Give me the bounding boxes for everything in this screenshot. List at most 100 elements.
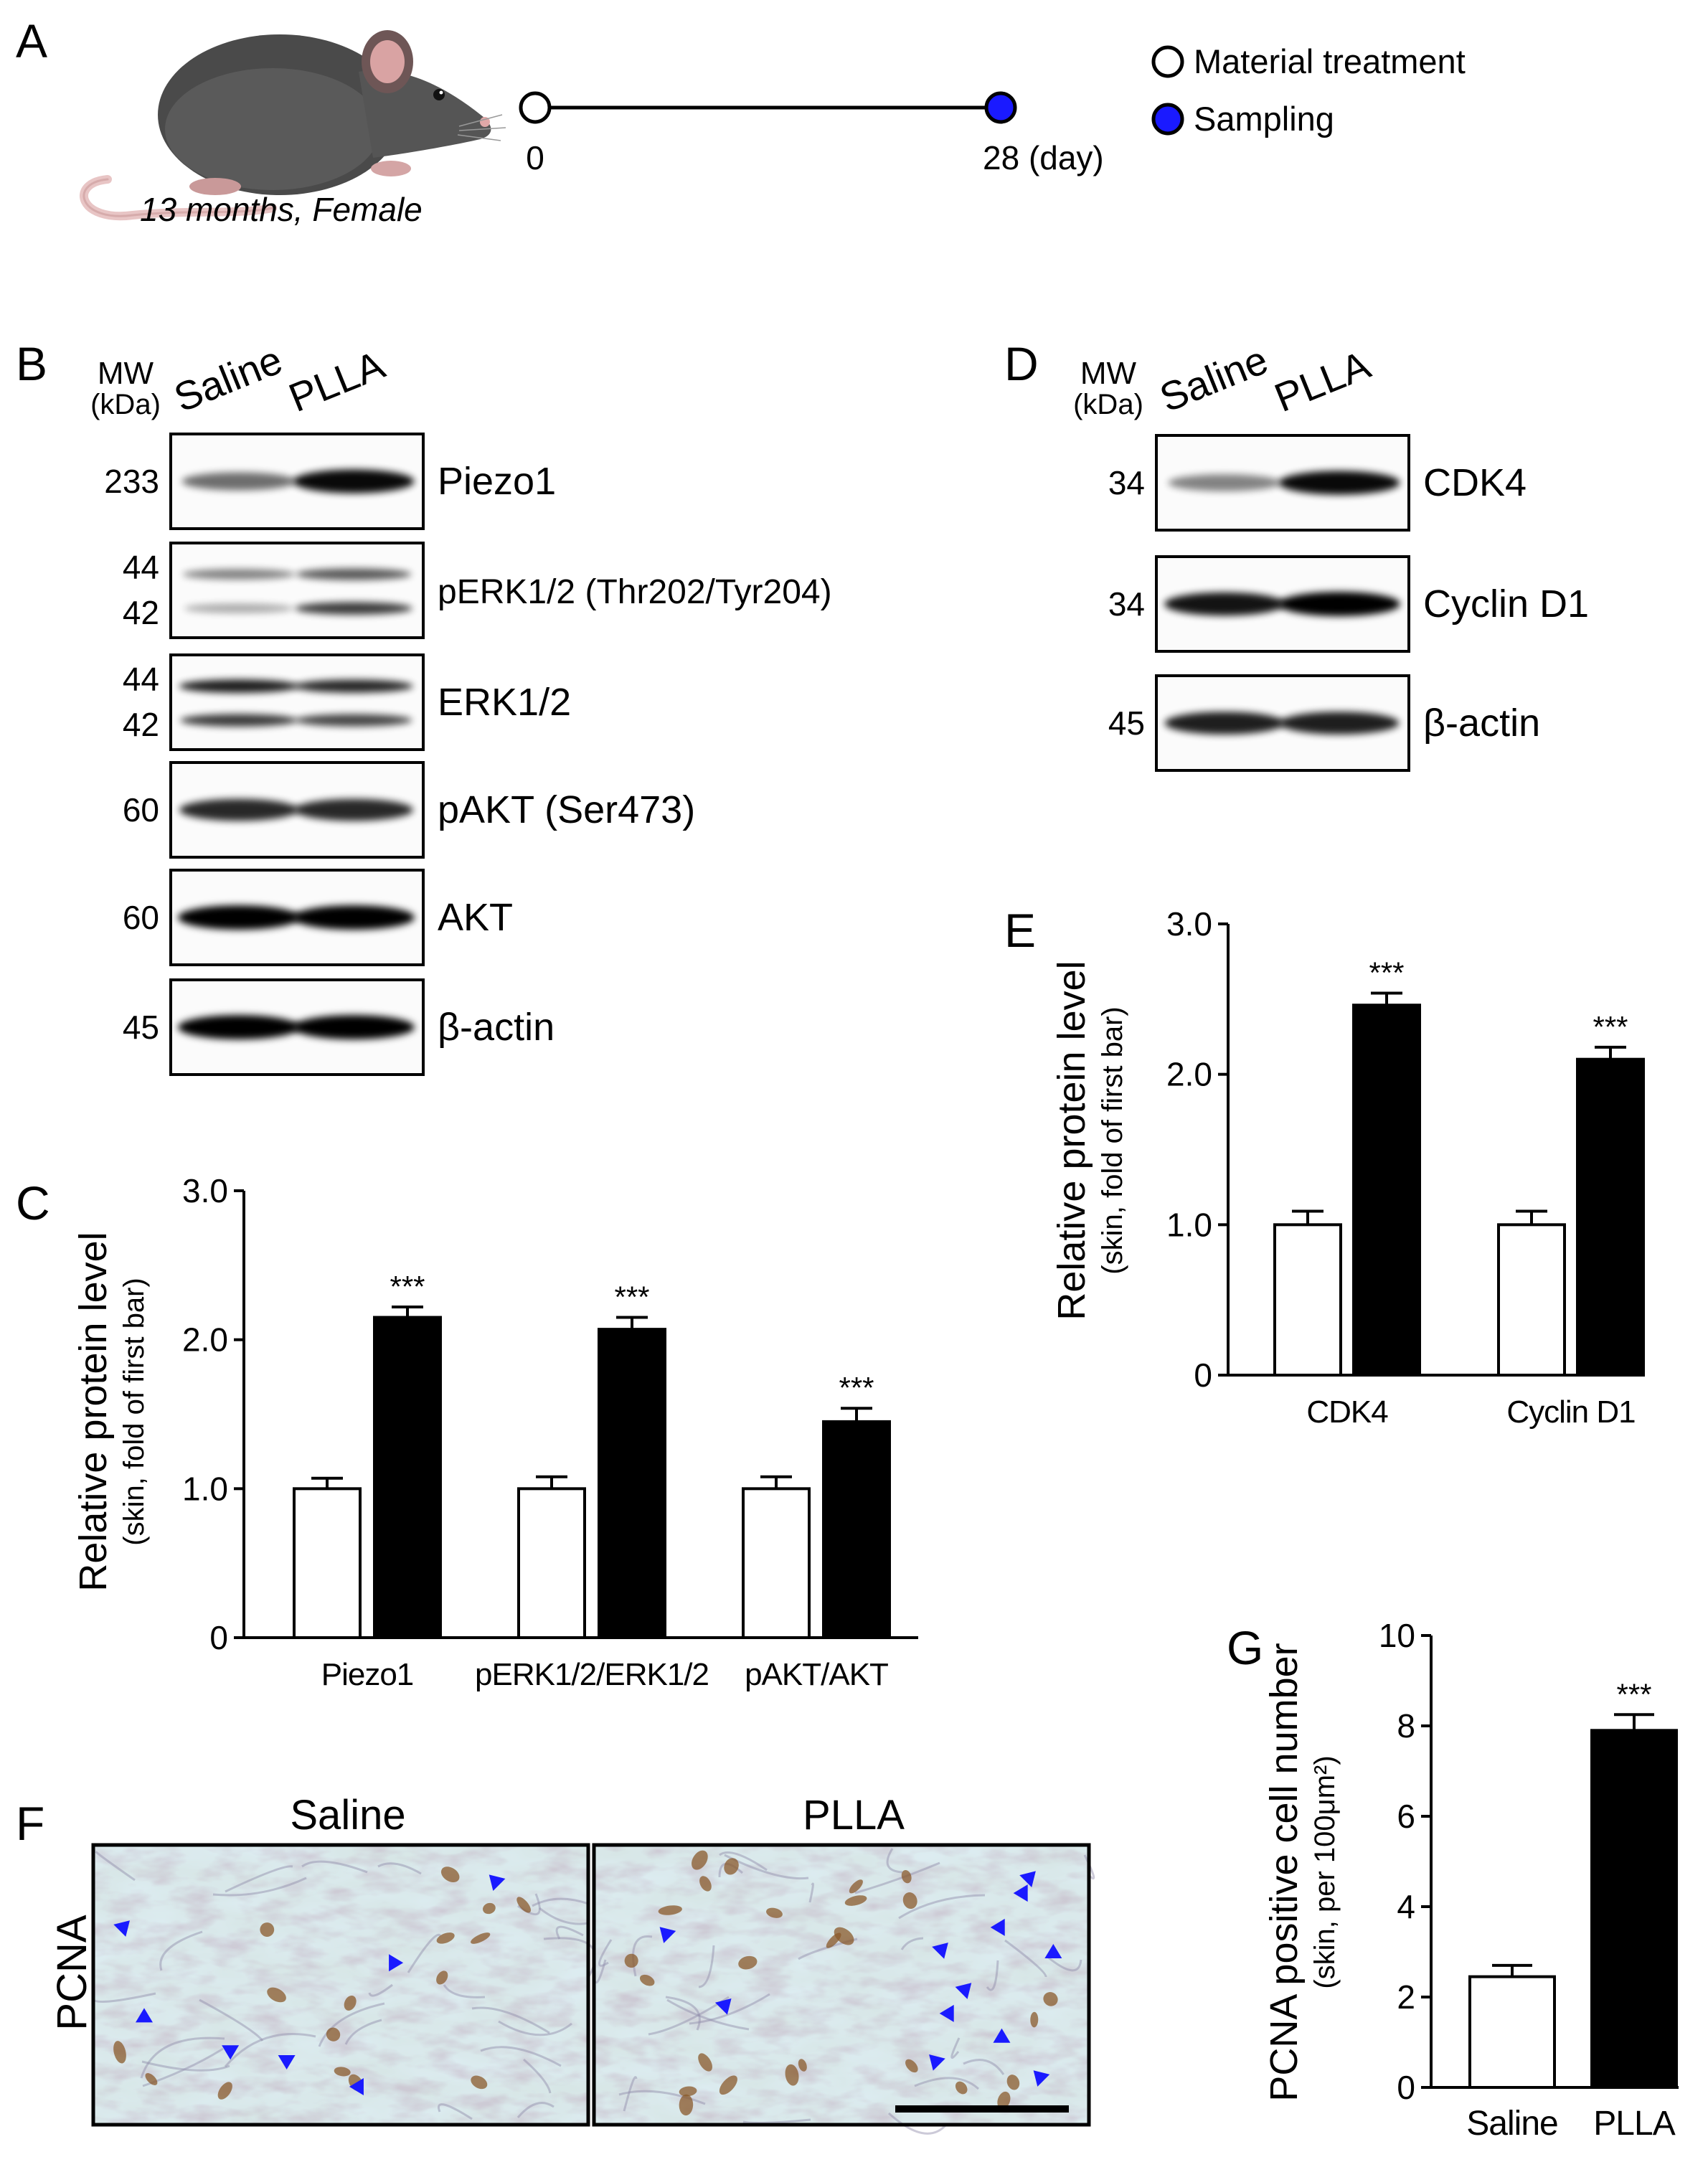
collagen-fiber bbox=[212, 1877, 307, 1897]
protein-label: pERK1/2 (Thr202/Tyr204) bbox=[438, 573, 832, 611]
collagen-fiber bbox=[698, 1945, 715, 1988]
band bbox=[293, 1015, 415, 1039]
significance-label: *** bbox=[839, 1371, 874, 1405]
collagen-fiber bbox=[914, 2077, 980, 2090]
mw-value: 45 bbox=[123, 1009, 159, 1046]
y-tick-label: 6 bbox=[1397, 1798, 1415, 1835]
bar bbox=[293, 1487, 362, 1639]
y-axis-sublabel: (skin, fold of first bar) bbox=[1097, 1006, 1128, 1274]
pcna-nucleus bbox=[1043, 1992, 1058, 2006]
bar bbox=[822, 1420, 891, 1639]
pcna-nucleus bbox=[699, 1876, 712, 1892]
collagen-fiber bbox=[224, 2033, 316, 2067]
bar bbox=[742, 1487, 811, 1639]
band bbox=[293, 469, 415, 494]
collagen-fiber bbox=[719, 1851, 768, 1872]
band bbox=[295, 714, 412, 727]
category-label: Piezo1 bbox=[321, 1657, 414, 1692]
pcna-arrowhead bbox=[1019, 1871, 1036, 1888]
y-tick-label: 10 bbox=[1379, 1617, 1415, 1654]
histology-frame bbox=[592, 1843, 1091, 2127]
significance-label: *** bbox=[390, 1270, 425, 1303]
pcna-arrowhead bbox=[932, 1943, 948, 1959]
y-tick-label: 8 bbox=[1397, 1707, 1415, 1745]
collagen-fiber bbox=[443, 1984, 486, 1998]
timeline: 0 28 (day) bbox=[519, 91, 1104, 176]
panel-letter-e: E bbox=[1004, 904, 1036, 957]
mw-unit: (kDa) bbox=[90, 389, 161, 420]
mw-value: 34 bbox=[1108, 585, 1145, 623]
category-label: pERK1/2/ERK1/2 bbox=[475, 1657, 709, 1692]
pcna-nucleus bbox=[1006, 2075, 1020, 2090]
y-axis-label: Relative protein level bbox=[1050, 960, 1093, 1320]
legend-material-treatment: Material treatment bbox=[1194, 42, 1466, 80]
histology-panel-saline bbox=[91, 1843, 597, 2127]
pcna-arrowhead bbox=[222, 2045, 240, 2060]
pcna-nucleus bbox=[901, 1870, 912, 1884]
blot-row-perk1-2-thr202-tyr204: 44 42 pERK1/2 (Thr202/Tyr204) bbox=[123, 542, 832, 639]
collagen-fiber bbox=[140, 2036, 225, 2079]
pcna-nucleus bbox=[326, 2027, 341, 2042]
band bbox=[1164, 712, 1285, 735]
timeline-end-label: 28 (day) bbox=[983, 139, 1104, 176]
significance-label: *** bbox=[1616, 1677, 1651, 1711]
pcna-nucleus bbox=[724, 1858, 739, 1875]
pcna-nucleus bbox=[217, 2082, 232, 2100]
pcna-nucleus bbox=[471, 2075, 488, 2090]
collagen-fiber bbox=[618, 2090, 706, 2105]
y-tick-label: 1.0 bbox=[1166, 1206, 1212, 1243]
y-tick-label: 0 bbox=[1397, 2069, 1415, 2106]
blot-row-cyclin-d1: 34 Cyclin D1 bbox=[1108, 555, 1589, 653]
band bbox=[181, 472, 296, 491]
protein-label: AKT bbox=[438, 896, 513, 939]
collagen-fiber bbox=[318, 2002, 385, 2047]
protein-label: β-actin bbox=[1423, 702, 1540, 745]
pcna-arrowhead bbox=[1013, 1884, 1028, 1902]
bar bbox=[517, 1487, 586, 1639]
blot-frame bbox=[169, 542, 425, 639]
band bbox=[1278, 471, 1400, 495]
collagen-fiber bbox=[301, 1860, 368, 1874]
mw-value: 233 bbox=[104, 463, 159, 500]
category-label: Cyclin D1 bbox=[1506, 1394, 1635, 1430]
collagen-fiber bbox=[887, 2112, 948, 2135]
pcna-nucleus bbox=[639, 1974, 655, 1986]
bar bbox=[1590, 1729, 1678, 2090]
collagen-fiber bbox=[555, 1925, 584, 1940]
histology-frame bbox=[91, 1843, 590, 2127]
bar bbox=[1497, 1223, 1566, 1377]
collagen-fiber bbox=[900, 1937, 924, 1950]
blot-row-piezo1: 233 Piezo1 bbox=[104, 433, 556, 530]
collagen-fiber bbox=[666, 1998, 750, 2031]
pcna-nucleus bbox=[905, 2059, 918, 2073]
bar bbox=[1273, 1223, 1342, 1377]
band bbox=[179, 679, 299, 693]
pcna-nucleus bbox=[483, 1902, 496, 1915]
pcna-arrowhead bbox=[278, 2054, 296, 2069]
pcna-arrowhead bbox=[955, 1983, 972, 1999]
legend-open-marker bbox=[1151, 45, 1184, 78]
collagen-fiber bbox=[344, 2019, 382, 2045]
collagen-fiber bbox=[1046, 1955, 1082, 1972]
bar bbox=[1576, 1057, 1645, 1377]
mw-value: 44 bbox=[123, 661, 159, 698]
mw-value: 42 bbox=[123, 706, 159, 743]
panel-letter-a: A bbox=[16, 14, 47, 67]
panel-letter-f: F bbox=[16, 1797, 44, 1850]
timeline-legend: Material treatment Sampling bbox=[1151, 42, 1466, 138]
collagen-fiber bbox=[808, 1882, 814, 1903]
mw-value: 44 bbox=[123, 549, 159, 586]
pcna-nucleus bbox=[267, 1987, 286, 2003]
collagen-fiber bbox=[539, 1907, 589, 1925]
significance-label: *** bbox=[614, 1280, 649, 1314]
pcna-nucleus bbox=[698, 2053, 712, 2072]
collagen-fiber bbox=[523, 2058, 552, 2094]
category-label: Saline bbox=[1466, 2105, 1557, 2143]
protein-label: pAKT (Ser473) bbox=[438, 788, 695, 831]
start-marker bbox=[519, 91, 552, 124]
category-label: PLLA bbox=[1593, 2105, 1675, 2143]
pcna-arrowhead bbox=[1044, 1943, 1062, 1958]
protein-label: Cyclin D1 bbox=[1423, 582, 1589, 626]
collagen-fiber bbox=[886, 1848, 903, 1874]
